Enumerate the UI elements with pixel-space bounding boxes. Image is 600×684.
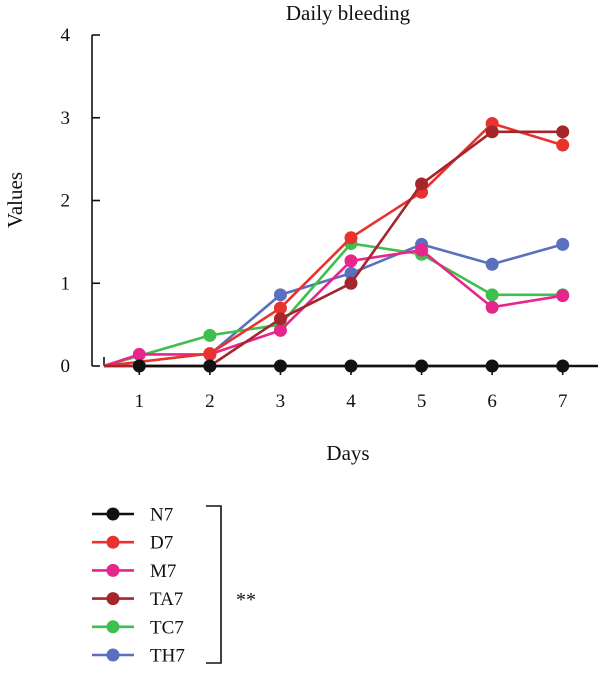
x-tick-label: 7 xyxy=(558,391,568,412)
data-point xyxy=(415,243,429,257)
legend-label: D7 xyxy=(150,533,173,554)
data-point xyxy=(556,237,570,251)
data-point xyxy=(415,177,429,191)
data-point xyxy=(203,347,217,361)
legend-swatch-marker xyxy=(106,592,120,606)
data-point xyxy=(485,257,499,271)
y-tick-label: 4 xyxy=(61,25,71,46)
data-point xyxy=(344,231,358,245)
legend-item-tc7: TC7 xyxy=(92,617,184,638)
series-layer xyxy=(103,117,570,373)
legend-label: TH7 xyxy=(150,646,185,667)
legend: N7 D7 M7 TA7 TC7 TH7 xyxy=(92,505,185,667)
x-tick-label: 2 xyxy=(205,391,215,412)
x-tick-label: 3 xyxy=(276,391,286,412)
data-point xyxy=(415,359,429,373)
legend-label: M7 xyxy=(150,561,176,582)
series-n7 xyxy=(132,359,570,373)
data-point xyxy=(203,328,217,342)
series-line xyxy=(103,122,564,368)
x-tick-label: 1 xyxy=(135,391,145,412)
y-tick-label: 1 xyxy=(61,273,71,294)
significance-bracket xyxy=(206,505,222,664)
data-point xyxy=(556,359,570,373)
data-point xyxy=(485,359,499,373)
data-point xyxy=(273,288,287,302)
data-point xyxy=(203,359,217,373)
legend-item-n7: N7 xyxy=(92,505,173,526)
legend-swatch-marker xyxy=(106,507,120,521)
legend-swatch-marker xyxy=(106,648,120,662)
data-point xyxy=(556,289,570,303)
series-d7 xyxy=(103,117,570,368)
legend-item-d7: D7 xyxy=(92,533,173,554)
data-point xyxy=(344,359,358,373)
data-point xyxy=(132,359,146,373)
data-point xyxy=(273,301,287,315)
data-point xyxy=(273,359,287,373)
data-point xyxy=(485,125,499,139)
data-point xyxy=(344,276,358,290)
legend-swatch-marker xyxy=(106,535,120,549)
x-tick-label: 5 xyxy=(417,391,427,412)
data-point xyxy=(485,288,499,302)
series-line xyxy=(104,130,563,368)
series-line xyxy=(103,248,563,368)
legend-item-ta7: TA7 xyxy=(92,589,183,610)
x-tick-label: 4 xyxy=(346,391,356,412)
data-point xyxy=(556,125,570,139)
data-point xyxy=(556,138,570,152)
data-point xyxy=(273,323,287,337)
y-tick-label: 3 xyxy=(61,108,71,129)
legend-label: N7 xyxy=(150,505,173,526)
significance-label: ** xyxy=(236,589,256,611)
data-point xyxy=(132,347,146,361)
y-axis-title: Values xyxy=(3,172,27,228)
data-point xyxy=(273,312,287,326)
y-tick-label: 2 xyxy=(61,191,71,212)
legend-swatch-marker xyxy=(106,563,120,577)
data-point xyxy=(485,300,499,314)
legend-item-th7: TH7 xyxy=(92,646,185,667)
x-axis-title: Days xyxy=(326,441,369,465)
legend-item-m7: M7 xyxy=(92,561,176,582)
data-point xyxy=(344,254,358,268)
series-ta7 xyxy=(104,125,570,373)
y-tick-label: 0 xyxy=(61,356,71,377)
series-tc7 xyxy=(103,237,570,368)
chart-title: Daily bleeding xyxy=(286,1,411,25)
legend-label: TC7 xyxy=(150,617,184,638)
legend-label: TA7 xyxy=(150,589,183,610)
series-line xyxy=(209,243,564,356)
legend-swatch-marker xyxy=(106,620,120,634)
x-tick-label: 6 xyxy=(487,391,497,412)
